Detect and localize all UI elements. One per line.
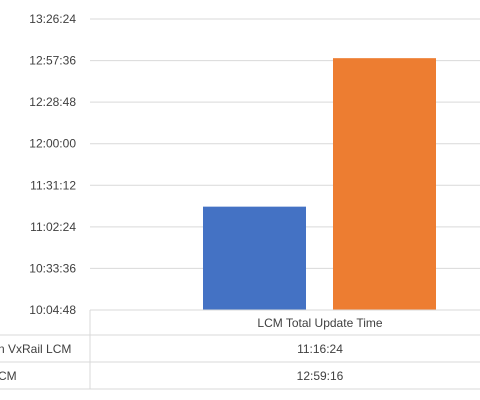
bar-series-1 xyxy=(203,206,306,310)
y-tick-label: 13:26:24 xyxy=(29,12,76,26)
table-series-1-value: 11:16:24 xyxy=(297,342,343,356)
y-tick-label: 12:28:48 xyxy=(29,95,76,109)
table-series-2-name: CM xyxy=(0,369,17,383)
table-series-1-name: n VxRail LCM xyxy=(0,342,71,356)
table-series-2-value: 12:59:16 xyxy=(297,369,344,383)
bar-series-2 xyxy=(333,58,436,310)
data-table: LCM Total Update Time n VxRail LCM 11:16… xyxy=(0,309,480,390)
y-axis-tick-labels: 13:26:24 12:57:36 12:28:48 12:00:00 11:31:12… xyxy=(29,12,76,317)
y-tick-label: 12:00:00 xyxy=(29,137,76,151)
y-tick-label: 10:33:36 xyxy=(29,261,76,275)
table-category-header: LCM Total Update Time xyxy=(257,316,382,330)
y-tick-label: 11:02:24 xyxy=(30,220,76,234)
y-tick-label: 10:04:48 xyxy=(29,303,76,317)
y-tick-label: 11:31:12 xyxy=(30,178,76,192)
bars xyxy=(203,58,436,310)
y-tick-label: 12:57:36 xyxy=(29,54,76,68)
